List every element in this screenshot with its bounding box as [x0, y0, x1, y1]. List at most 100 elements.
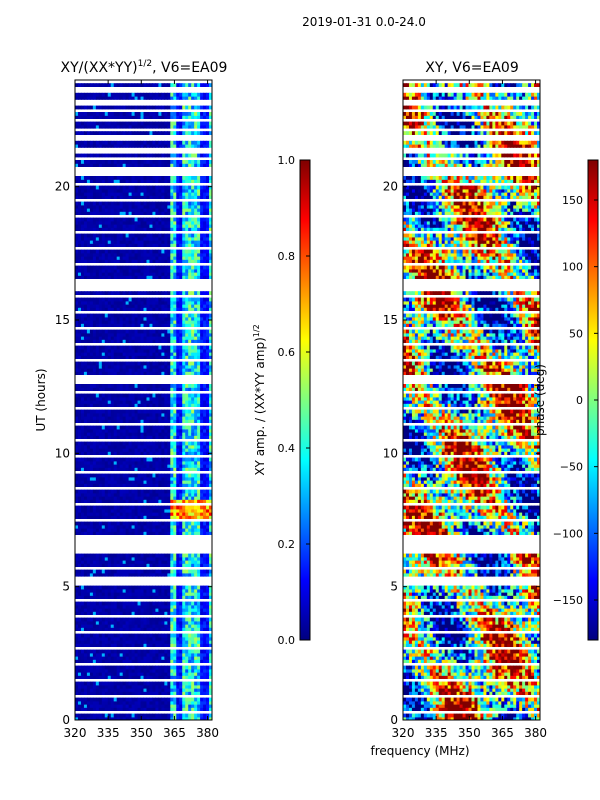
amp-heatmap-cell [194, 492, 198, 497]
amp-heatmap-cell [104, 432, 109, 436]
amp-heatmap-cell [92, 396, 97, 401]
amp-heatmap-cell [92, 572, 97, 577]
amp-heatmap-cell [113, 528, 118, 532]
amp-heatmap-cell [92, 457, 97, 462]
amp-heatmap-cell [95, 451, 100, 455]
amp-heatmap-cell [83, 716, 88, 720]
amp-heatmap-cell [209, 313, 212, 318]
amp-heatmap-cell [149, 688, 154, 692]
amp-heatmap-cell [194, 572, 198, 577]
amp-heatmap-cell [188, 563, 192, 567]
amp-heatmap-cell [188, 409, 192, 414]
amp-heatmap-cell [209, 604, 212, 609]
amp-heatmap-cell [152, 489, 157, 494]
amp-heatmap-cell [95, 249, 100, 254]
amp-heatmap-cell [92, 672, 97, 676]
amp-heatmap-cell [83, 640, 88, 644]
amp-heatmap-cell [92, 275, 97, 279]
amp-heatmap-cell [182, 707, 186, 711]
amp-heatmap-cell [128, 688, 133, 692]
amp-heatmap-cell [95, 448, 100, 452]
amp-heatmap-cell [185, 627, 189, 631]
amp-heatmap-cell [209, 243, 212, 247]
amp-heatmap-cell [89, 624, 94, 628]
amp-heatmap-cell [146, 668, 151, 673]
amp-heatmap-cell [89, 384, 94, 388]
amp-heatmap-cell [110, 560, 115, 564]
amp-heatmap-cell [173, 339, 177, 343]
amp-heatmap-cell [98, 649, 103, 654]
amp-heatmap-cell [206, 499, 210, 503]
amp-heatmap-cell [179, 387, 183, 391]
amp-heatmap-cell [149, 697, 154, 702]
amp-heatmap-cell [134, 563, 139, 567]
amp-heatmap-cell [107, 524, 112, 529]
amp-heatmap-cell [206, 560, 210, 564]
amp-heatmap-cell [185, 688, 189, 692]
amp-heatmap-cell [104, 313, 109, 318]
amp-heatmap-cell [98, 419, 103, 423]
amp-heatmap-cell [206, 611, 210, 615]
amp-heatmap-cell [137, 368, 142, 372]
amp-heatmap-cell [104, 387, 109, 391]
amp-heatmap-cell [113, 460, 118, 465]
amp-heatmap-cell [128, 313, 133, 318]
amp-heatmap-cell [167, 345, 171, 350]
amp-heatmap-cell [89, 476, 94, 481]
amp-heatmap-cell [206, 620, 210, 625]
amp-heatmap-cell [107, 473, 112, 478]
amp-heatmap-cell [137, 441, 142, 446]
amp-heatmap-cell [101, 368, 106, 372]
amp-heatmap-cell [95, 515, 100, 519]
amp-heatmap-cell [197, 633, 201, 638]
amp-heatmap-cell [173, 297, 177, 302]
amp-heatmap-cell [164, 400, 168, 404]
amp-heatmap-cell [140, 528, 145, 532]
amp-heatmap-cell [119, 563, 124, 567]
amp-heatmap-cell [209, 652, 212, 657]
amp-heatmap-cell [194, 387, 198, 391]
amp-heatmap-cell [86, 348, 91, 353]
amp-heatmap-cell [134, 361, 139, 366]
amp-heatmap-cell [188, 489, 192, 494]
amp-heatmap-cell [110, 707, 115, 711]
amp-heatmap-cell [194, 531, 198, 535]
amp-heatmap-cell [191, 524, 195, 529]
amp-heatmap-cell [182, 563, 186, 567]
amp-heatmap-cell [92, 499, 97, 503]
amp-heatmap-cell [83, 464, 88, 468]
amp-heatmap-cell [182, 617, 186, 622]
amp-heatmap-cell [107, 505, 112, 510]
amp-heatmap-cell [143, 499, 148, 503]
amp-heatmap-cell [110, 448, 115, 452]
amp-heatmap-cell [197, 483, 201, 487]
amp-heatmap-cell [83, 448, 88, 452]
amp-heatmap-cell [179, 684, 183, 689]
amp-heatmap-cell [188, 700, 192, 705]
amp-heatmap-cell [140, 249, 145, 254]
amp-title-exponent: 1/2 [138, 59, 152, 69]
amp-heatmap-cell [191, 684, 195, 689]
amp-heatmap-cell [155, 300, 159, 305]
amp-heatmap-cell [194, 320, 198, 324]
amp-heatmap-cell [191, 505, 195, 510]
amp-heatmap-cell [107, 684, 112, 689]
amp-heatmap-cell [131, 307, 136, 311]
amp-heatmap-cell [113, 668, 118, 673]
amp-heatmap-cell [98, 604, 103, 609]
amp-heatmap-cell [137, 467, 142, 471]
amp-heatmap-cell [92, 588, 97, 593]
amp-heatmap-cell [161, 595, 165, 599]
amp-heatmap-cell [167, 435, 171, 439]
amp-heatmap-cell [155, 627, 159, 631]
amp-heatmap-cell [83, 428, 88, 433]
amp-heatmap-cell [200, 332, 204, 337]
amp-heatmap-cell [146, 681, 151, 686]
amp-heatmap-cell [203, 352, 207, 356]
amp-heatmap-cell [149, 636, 154, 641]
amp-heatmap-cell [98, 355, 103, 359]
amp-heatmap-cell [188, 492, 192, 497]
amp-heatmap-cell [149, 665, 154, 670]
amp-heatmap-cell [185, 345, 189, 350]
amp-heatmap-cell [101, 348, 106, 353]
